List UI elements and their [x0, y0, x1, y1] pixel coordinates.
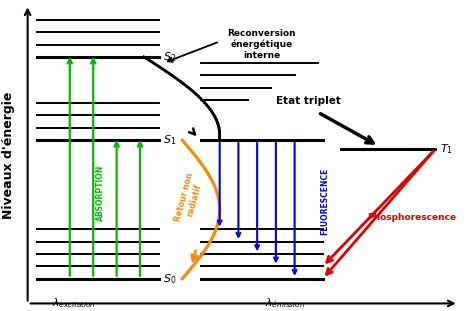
- Text: $T_1$: $T_1$: [440, 142, 453, 156]
- Text: Reconversion
énergétique
interne: Reconversion énergétique interne: [228, 29, 296, 59]
- Text: ABSORPTION: ABSORPTION: [96, 164, 105, 221]
- Text: Etat triplet: Etat triplet: [276, 96, 341, 106]
- Text: $S_1$: $S_1$: [164, 133, 177, 147]
- Text: $S_0$: $S_0$: [164, 272, 177, 286]
- Text: $\lambda_{\acute{e}mission}$: $\lambda_{\acute{e}mission}$: [265, 296, 305, 310]
- Text: $S_2$: $S_2$: [164, 50, 177, 64]
- Text: Phosphorescence: Phosphorescence: [367, 213, 456, 222]
- Text: FLUORESCENCE: FLUORESCENCE: [320, 168, 329, 235]
- Text: $\lambda_{excitation}$: $\lambda_{excitation}$: [53, 296, 97, 310]
- Text: Niveaux d'énergie: Niveaux d'énergie: [2, 92, 15, 219]
- Text: Retour non
radiatif: Retour non radiatif: [173, 172, 205, 225]
